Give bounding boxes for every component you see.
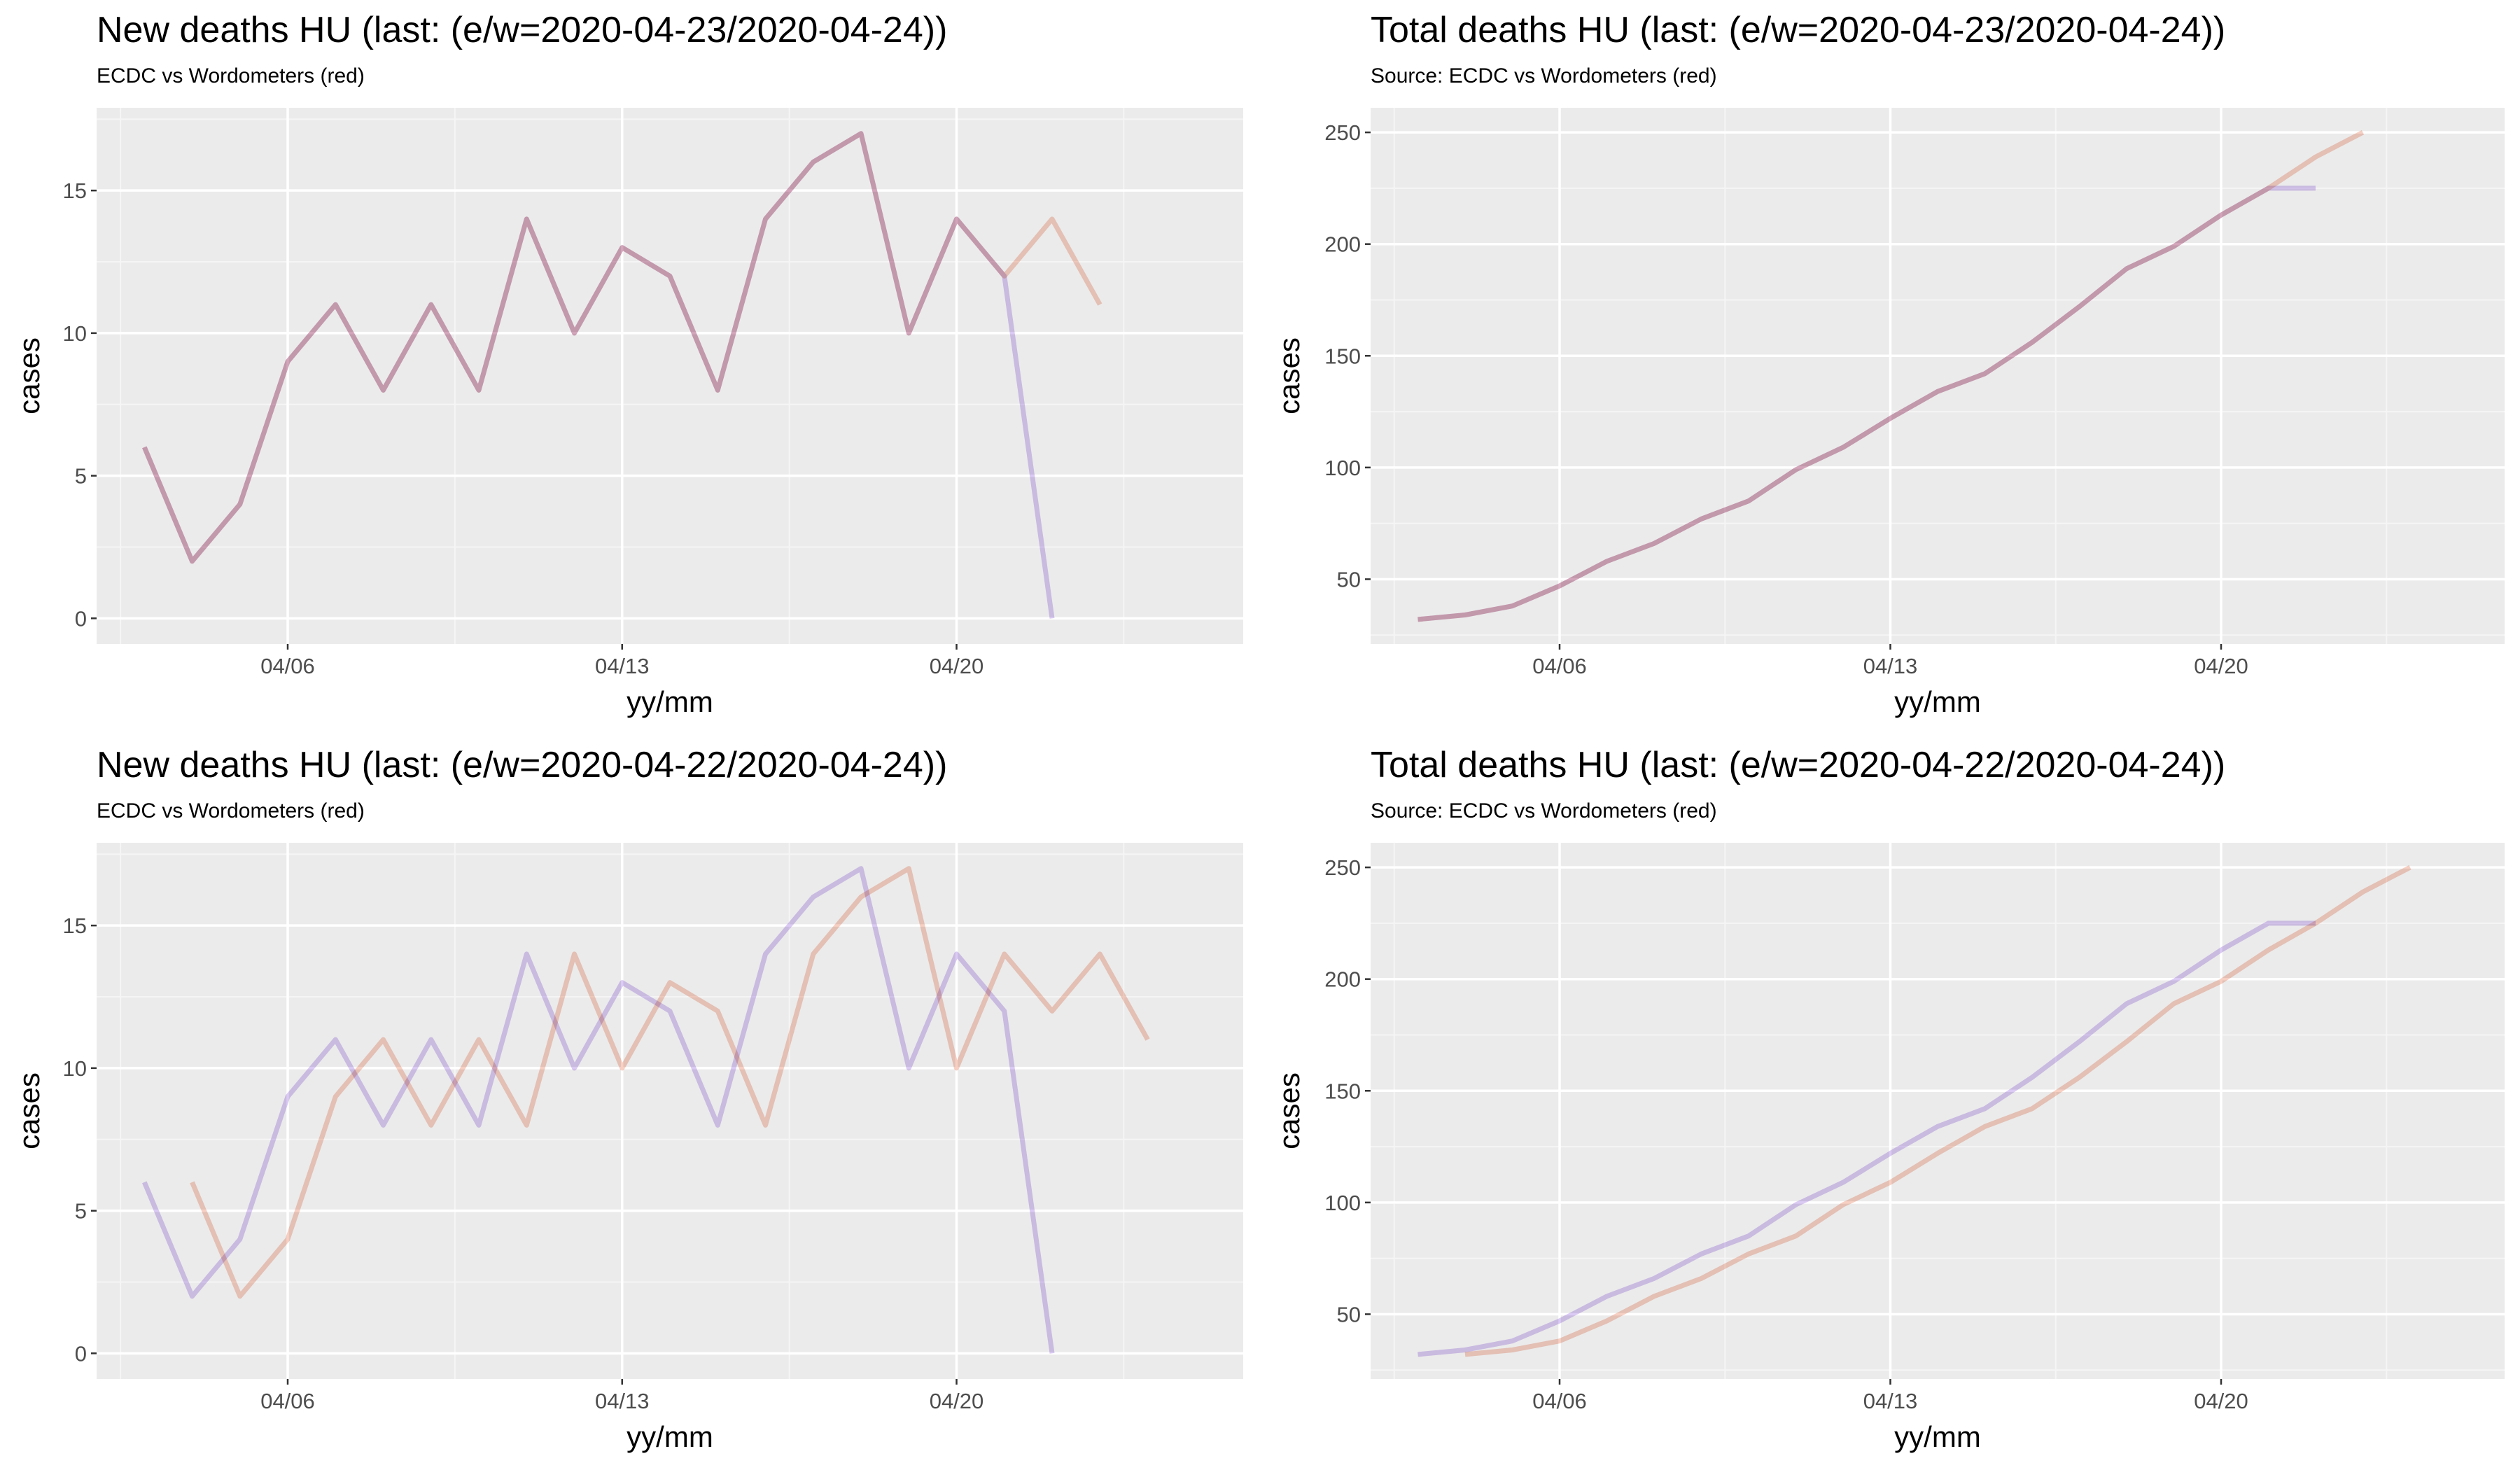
series-line-worldometers [190,866,1150,1299]
y-axis-label: cases [13,1072,46,1149]
chart-new-deaths-0423: New deaths HU (last: (e/w=2020-04-23/202… [13,10,1243,718]
chart-subtitle: Source: ECDC vs Wordometers (red) [1371,799,1717,822]
x-axis-label: yy/mm [626,1420,713,1453]
y-tick-label: 250 [1324,855,1361,880]
chart-title: Total deaths HU (last: (e/w=2020-04-22/2… [1371,745,2225,785]
chart-total-deaths-0423: Total deaths HU (last: (e/w=2020-04-23/2… [1273,10,2505,718]
y-tick-label: 0 [75,606,87,631]
y-axis-ticks: 0 5 10 15 [63,913,97,1366]
series-lines [1418,864,2412,1357]
x-tick-label: 04/20 [930,654,984,678]
chart-subtitle: ECDC vs Wordometers (red) [97,64,365,88]
y-tick-label: 150 [1324,344,1361,368]
chart-panel-total-deaths-0423: Total deaths HU (last: (e/w=2020-04-23/2… [1260,0,2520,735]
x-tick-label: 04/20 [2194,654,2248,678]
y-tick-label: 100 [1324,1191,1361,1215]
series-line-worldometers [142,131,1102,564]
grid-major [1371,843,2505,1379]
y-tick-label: 100 [1324,456,1361,480]
series-lines [142,866,1150,1354]
y-tick-label: 15 [63,178,87,203]
y-tick-label: 5 [75,464,87,489]
x-axis-ticks: 04/06 04/13 04/20 [260,1379,983,1413]
y-axis-label: cases [13,337,46,414]
x-axis-label: yy/mm [1894,1420,1981,1453]
chart-panel-new-deaths-0423: New deaths HU (last: (e/w=2020-04-23/202… [0,0,1260,735]
series-line-worldometers [1418,130,2365,622]
y-tick-label: 150 [1324,1079,1361,1103]
chart-new-deaths-0422: New deaths HU (last: (e/w=2020-04-22/202… [13,745,1243,1453]
y-tick-label: 0 [75,1341,87,1366]
grid-major [97,843,1243,1379]
x-tick-label: 04/06 [260,1389,315,1413]
x-tick-label: 04/13 [595,654,650,678]
x-axis-label: yy/mm [1894,685,1981,718]
series-line-ecdc [1418,920,2316,1357]
series-line-ecdc [142,866,1055,1354]
y-axis-ticks: 50 100 150 200 250 [1324,855,1371,1326]
x-axis-ticks: 04/06 04/13 04/20 [260,644,983,678]
grid-major [97,108,1243,644]
y-axis-label: cases [1273,337,1306,414]
x-tick-label: 04/13 [1863,1389,1918,1413]
x-tick-label: 04/13 [1863,654,1918,678]
y-tick-label: 250 [1324,120,1361,145]
series-lines [142,131,1102,619]
x-axis-ticks: 04/06 04/13 04/20 [1532,644,2248,678]
y-tick-label: 10 [63,321,87,346]
x-axis-ticks: 04/06 04/13 04/20 [1532,1379,2248,1413]
x-tick-label: 04/06 [1532,654,1587,678]
chart-title: New deaths HU (last: (e/w=2020-04-23/202… [97,10,947,50]
y-tick-label: 50 [1337,567,1361,592]
y-tick-label: 50 [1337,1302,1361,1326]
chart-subtitle: Source: ECDC vs Wordometers (red) [1371,64,1717,88]
y-axis-ticks: 50 100 150 200 250 [1324,120,1371,592]
y-tick-label: 200 [1324,967,1361,992]
chart-subtitle: ECDC vs Wordometers (red) [97,799,365,822]
plot-background [97,108,1243,644]
plot-background [97,843,1243,1379]
x-tick-label: 04/06 [260,654,315,678]
chart-total-deaths-0422: Total deaths HU (last: (e/w=2020-04-22/2… [1273,745,2505,1453]
y-tick-label: 200 [1324,232,1361,257]
chart-panel-new-deaths-0422: New deaths HU (last: (e/w=2020-04-22/202… [0,735,1260,1470]
series-line-worldometers [1464,864,2412,1357]
x-tick-label: 04/20 [930,1389,984,1413]
x-tick-label: 04/06 [1532,1389,1587,1413]
y-axis-label: cases [1273,1072,1306,1149]
grid-major [1371,108,2505,644]
chart-panel-total-deaths-0422: Total deaths HU (last: (e/w=2020-04-22/2… [1260,735,2520,1470]
series-lines [1418,130,2365,622]
y-tick-label: 5 [75,1199,87,1224]
y-tick-label: 15 [63,913,87,938]
chart-title: Total deaths HU (last: (e/w=2020-04-23/2… [1371,10,2225,50]
y-tick-label: 10 [63,1056,87,1081]
x-tick-label: 04/20 [2194,1389,2248,1413]
x-axis-label: yy/mm [626,685,713,718]
chart-title: New deaths HU (last: (e/w=2020-04-22/202… [97,745,947,785]
x-tick-label: 04/13 [595,1389,650,1413]
y-axis-ticks: 0 5 10 15 [63,178,97,631]
